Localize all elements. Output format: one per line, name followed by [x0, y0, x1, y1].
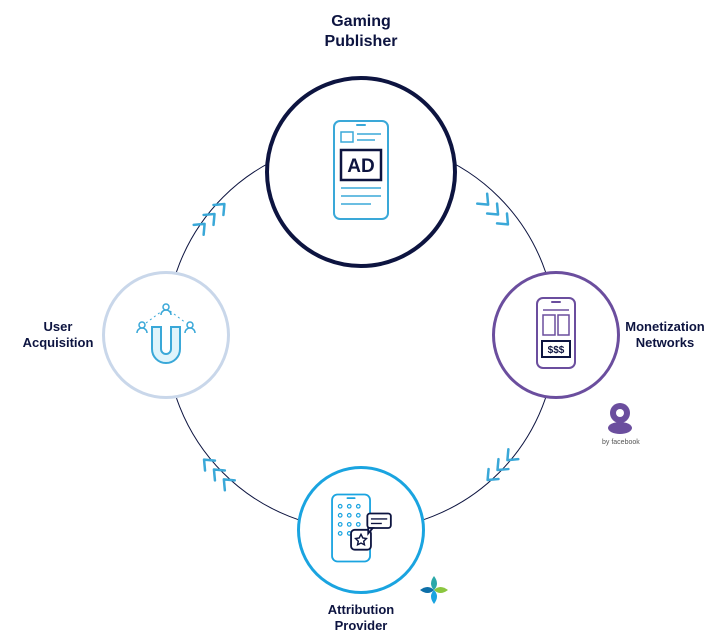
label-acquisition: User Acquisition — [0, 319, 128, 352]
ecosystem-diagram: AD $$$ by facebook — [0, 0, 723, 637]
node-attribution — [297, 466, 425, 594]
label-monetization: Monetization Networks — [595, 319, 723, 352]
label-publisher: Gaming Publisher — [291, 12, 431, 52]
acquisition-icon — [128, 297, 204, 374]
attribution-icon — [326, 490, 396, 571]
svg-text:AD: AD — [347, 156, 374, 177]
svg-text:$$$: $$$ — [548, 345, 565, 356]
publisher-icon: AD — [333, 120, 389, 225]
audience-network-text: by facebook — [602, 439, 640, 446]
monetization-icon: $$$ — [536, 297, 576, 374]
label-attribution: Attribution Provider — [291, 602, 431, 635]
audience-network-badge: by facebook — [602, 400, 640, 446]
node-publisher: AD — [265, 76, 457, 268]
